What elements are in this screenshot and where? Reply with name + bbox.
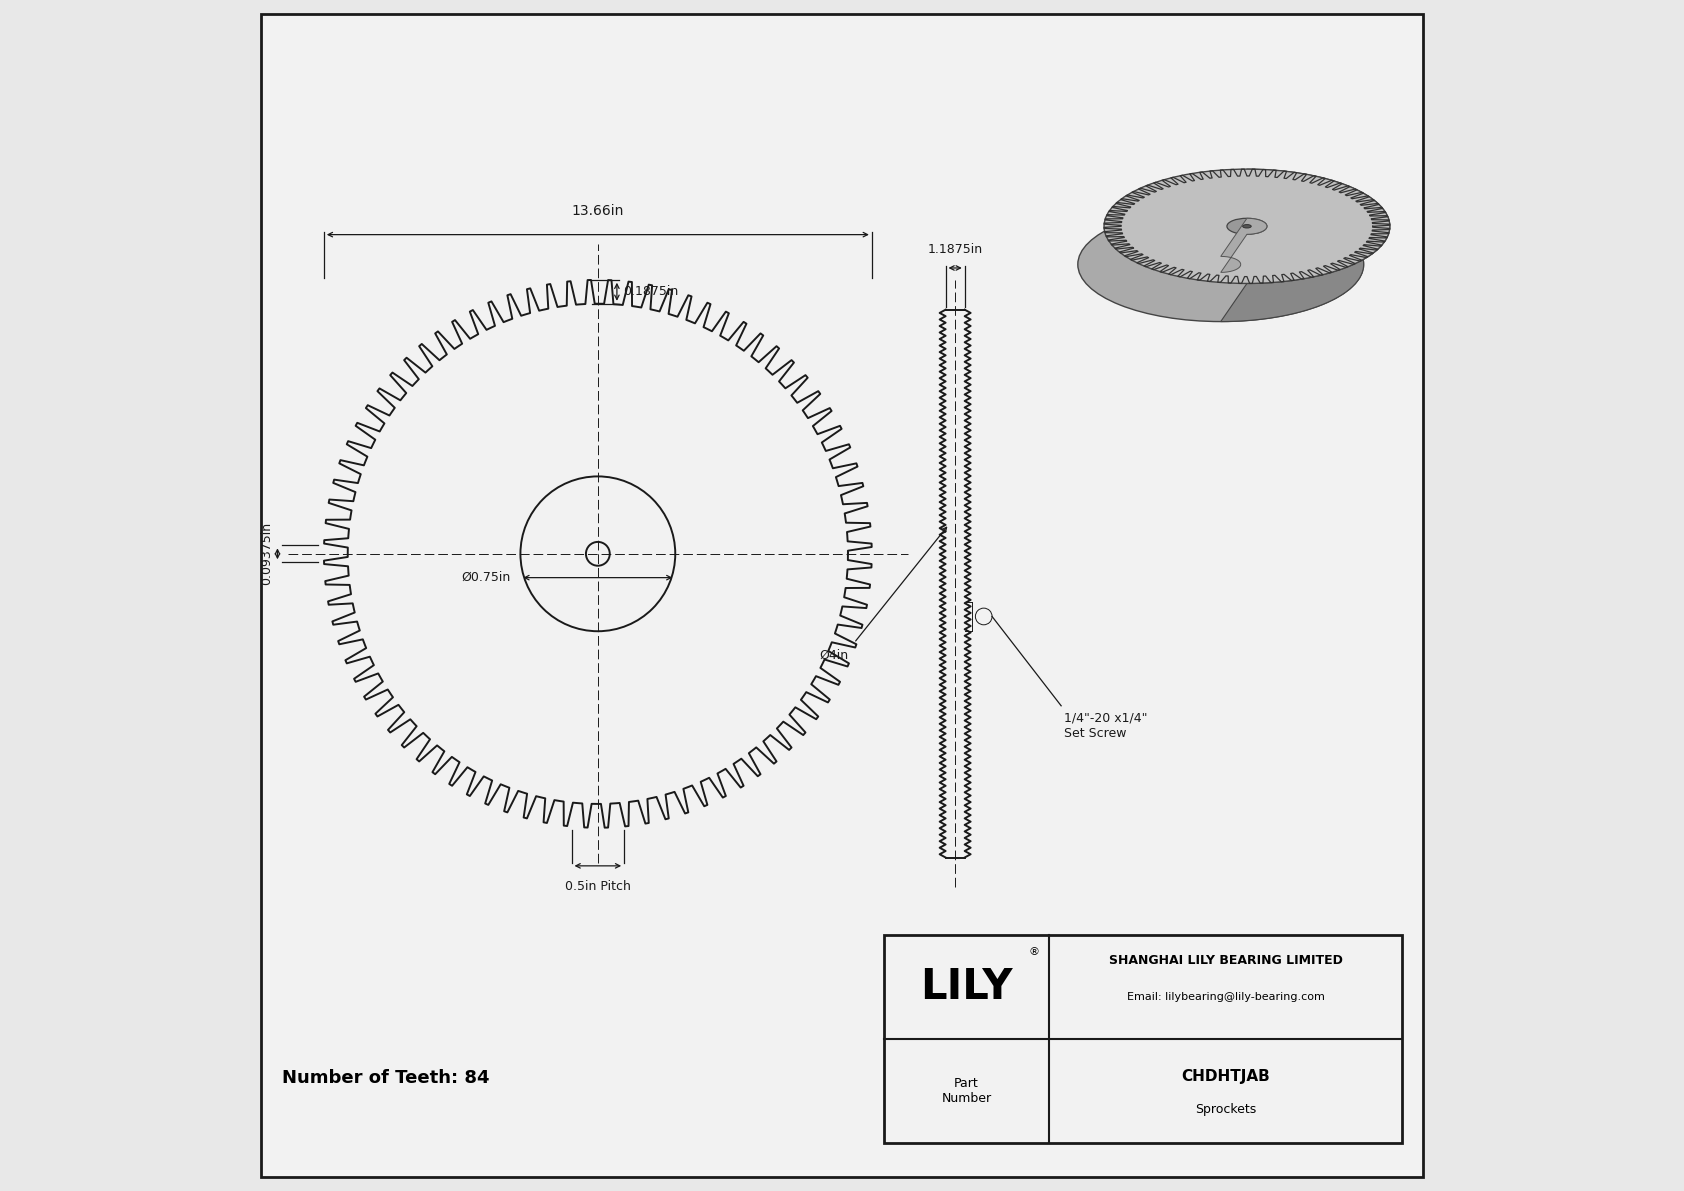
Text: LILY: LILY [921,966,1012,1008]
Polygon shape [1221,218,1266,273]
Bar [884,935,1401,1143]
Ellipse shape [1078,207,1364,322]
Polygon shape [1221,169,1389,322]
Text: 13.66in: 13.66in [571,204,625,218]
Text: 1.1875in: 1.1875in [928,243,983,256]
Ellipse shape [1243,225,1251,227]
Text: SHANGHAI LILY BEARING LIMITED: SHANGHAI LILY BEARING LIMITED [1108,954,1342,967]
Text: Part
Number: Part Number [941,1077,992,1105]
Text: Ø0.75in: Ø0.75in [461,572,510,584]
Text: Sprockets: Sprockets [1196,1103,1256,1116]
Text: CHDHTJAB: CHDHTJAB [1180,1070,1270,1085]
Ellipse shape [1105,169,1389,283]
Text: 0.09375in: 0.09375in [259,522,273,586]
Ellipse shape [1228,218,1266,235]
Text: Ø4in: Ø4in [818,649,849,662]
Text: 0.1875in: 0.1875in [623,286,679,298]
Text: 1/4"-20 x1/4"
Set Screw: 1/4"-20 x1/4" Set Screw [1064,712,1147,740]
Text: 0.5in Pitch: 0.5in Pitch [564,880,632,893]
FancyBboxPatch shape [261,14,1423,1177]
Text: Number of Teeth: 84: Number of Teeth: 84 [283,1068,490,1087]
Text: ®: ® [1029,947,1039,956]
Text: Email: lilybearing@lily-bearing.com: Email: lilybearing@lily-bearing.com [1127,992,1325,1002]
